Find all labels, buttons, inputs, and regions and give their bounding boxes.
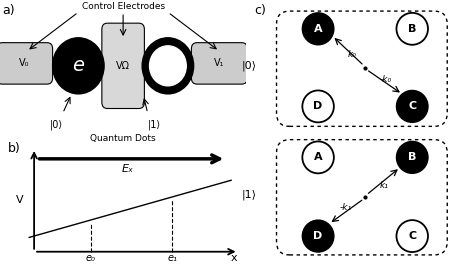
Text: |1⟩: |1⟩: [241, 190, 256, 200]
Text: B: B: [407, 152, 415, 162]
Text: Quantum Dots: Quantum Dots: [90, 134, 156, 143]
Text: -k₁: -k₁: [339, 203, 351, 213]
Text: b): b): [8, 142, 21, 155]
Text: D: D: [313, 101, 322, 111]
Text: A: A: [313, 24, 322, 34]
Text: k₀: k₀: [347, 50, 356, 59]
Text: V₀: V₀: [19, 59, 30, 68]
Text: x: x: [230, 253, 236, 263]
FancyBboxPatch shape: [276, 11, 446, 126]
FancyBboxPatch shape: [0, 43, 52, 84]
Circle shape: [149, 46, 186, 86]
Text: V₁: V₁: [214, 59, 224, 68]
Text: k₁: k₁: [379, 181, 387, 190]
Text: V: V: [15, 195, 23, 205]
Text: -k₀: -k₀: [379, 75, 391, 84]
Text: e₁: e₁: [167, 253, 177, 263]
FancyBboxPatch shape: [101, 23, 144, 109]
Text: |0⟩: |0⟩: [241, 60, 256, 71]
Circle shape: [52, 38, 104, 94]
Text: e: e: [72, 56, 84, 75]
Text: Eₓ: Eₓ: [121, 164, 133, 174]
Circle shape: [302, 220, 333, 252]
Text: a): a): [2, 4, 15, 17]
FancyBboxPatch shape: [276, 140, 446, 255]
Text: c): c): [254, 5, 266, 18]
Circle shape: [395, 90, 427, 122]
Text: |0⟩: |0⟩: [49, 119, 62, 130]
Text: B: B: [407, 24, 415, 34]
Text: |1⟩: |1⟩: [147, 119, 161, 130]
Circle shape: [395, 142, 427, 173]
Text: A: A: [313, 152, 322, 162]
Text: e₀: e₀: [86, 253, 96, 263]
Text: Control Electrodes: Control Electrodes: [81, 2, 164, 11]
FancyBboxPatch shape: [191, 43, 247, 84]
Text: C: C: [407, 101, 415, 111]
Circle shape: [302, 13, 333, 45]
Circle shape: [142, 38, 193, 94]
Text: C: C: [407, 231, 415, 241]
Text: VΩ: VΩ: [116, 61, 130, 71]
Text: D: D: [313, 231, 322, 241]
